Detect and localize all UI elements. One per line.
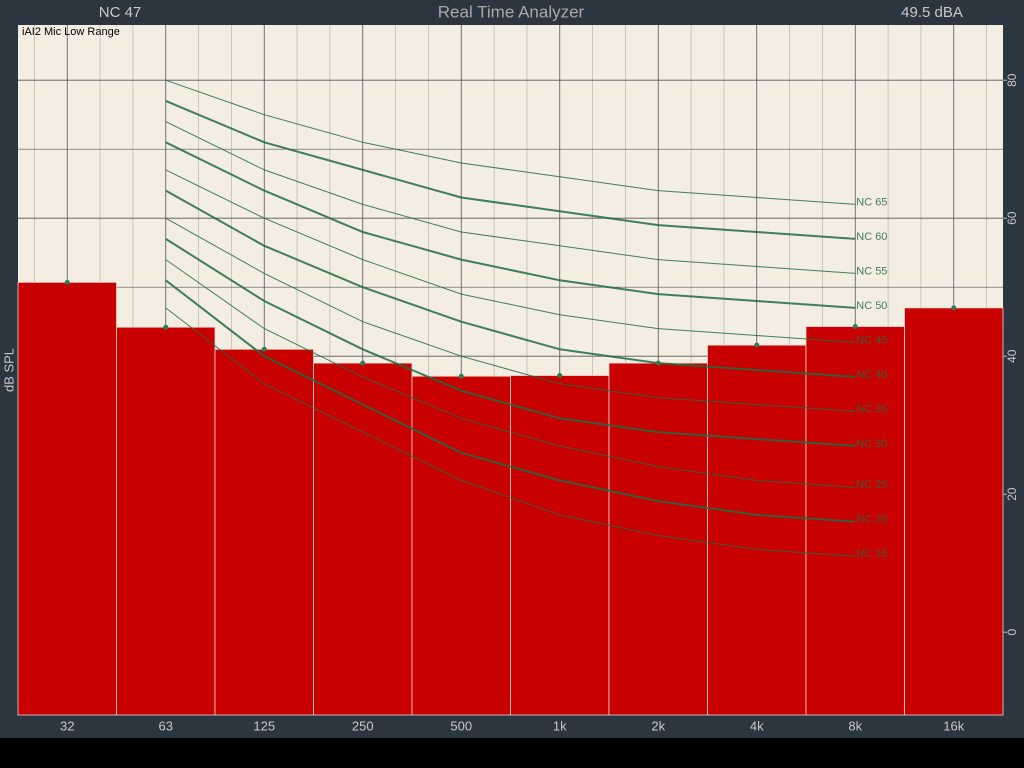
bar xyxy=(214,348,314,716)
nc-curve xyxy=(165,259,856,488)
x-tick-label: 63 xyxy=(159,718,173,733)
bar-marker xyxy=(852,324,858,330)
bar xyxy=(116,326,216,716)
nc-curve xyxy=(165,307,856,557)
bar-marker xyxy=(557,373,563,379)
bar xyxy=(17,281,117,716)
bar xyxy=(707,344,807,716)
nc-reading: NC 47 xyxy=(99,4,142,21)
bar-marker xyxy=(458,373,464,379)
y-axis-label: dB SPL xyxy=(1,348,16,392)
nc-curve xyxy=(165,141,856,309)
app-title: Real Time Analyzer xyxy=(438,2,585,21)
bar-marker xyxy=(754,342,760,348)
y-tick-label: 60 xyxy=(1005,211,1019,225)
y-tick-label: 0 xyxy=(1005,629,1019,636)
bar-marker xyxy=(64,279,70,285)
curve-label: NC 40 xyxy=(856,369,887,381)
bar xyxy=(313,362,413,716)
nc-curve xyxy=(165,99,856,240)
x-tick-label: 16k xyxy=(943,718,964,733)
nc-curve xyxy=(165,169,856,343)
curve-label: NC 25 xyxy=(856,479,887,491)
curve-label: NC 55 xyxy=(856,265,887,277)
x-tick-label: 500 xyxy=(450,718,472,733)
y-tick-label: 80 xyxy=(1005,73,1019,87)
bar-marker xyxy=(261,346,267,352)
nc-curve xyxy=(165,238,856,447)
bar xyxy=(608,362,708,716)
curve-label: NC 15 xyxy=(856,548,887,560)
bottom-strip xyxy=(0,738,1024,768)
nc-curve xyxy=(165,79,856,205)
bar xyxy=(805,326,905,716)
nc-curve xyxy=(165,217,856,412)
curve-label: NC 35 xyxy=(856,403,887,415)
curve-label: NC 30 xyxy=(856,438,887,450)
x-tick-label: 2k xyxy=(651,718,665,733)
y-tick-label: 20 xyxy=(1005,487,1019,501)
curve-label: NC 60 xyxy=(856,231,887,243)
y-tick-label: 40 xyxy=(1005,349,1019,363)
bar-marker xyxy=(360,360,366,366)
bar xyxy=(510,375,610,716)
bar-marker xyxy=(951,305,957,311)
x-tick-label: 250 xyxy=(352,718,374,733)
bar-marker xyxy=(163,324,169,330)
curve-label: NC 20 xyxy=(856,514,887,526)
bar xyxy=(411,375,511,716)
bar xyxy=(904,307,1004,716)
x-tick-label: 8k xyxy=(848,718,862,733)
nc-curve xyxy=(165,279,856,523)
x-tick-label: 125 xyxy=(253,718,275,733)
x-tick-label: 4k xyxy=(750,718,764,733)
curve-label: NC 50 xyxy=(856,300,887,312)
bar-marker xyxy=(655,360,661,366)
dba-reading: 49.5 dBA xyxy=(901,4,963,21)
x-tick-label: 1k xyxy=(553,718,567,733)
x-tick-label: 32 xyxy=(60,718,74,733)
curve-label: NC 45 xyxy=(856,334,887,346)
nc-curve xyxy=(165,189,856,378)
chart-subtitle: iAI2 Mic Low Range xyxy=(22,26,120,38)
nc-curve xyxy=(165,121,856,274)
curve-label: NC 65 xyxy=(856,196,887,208)
